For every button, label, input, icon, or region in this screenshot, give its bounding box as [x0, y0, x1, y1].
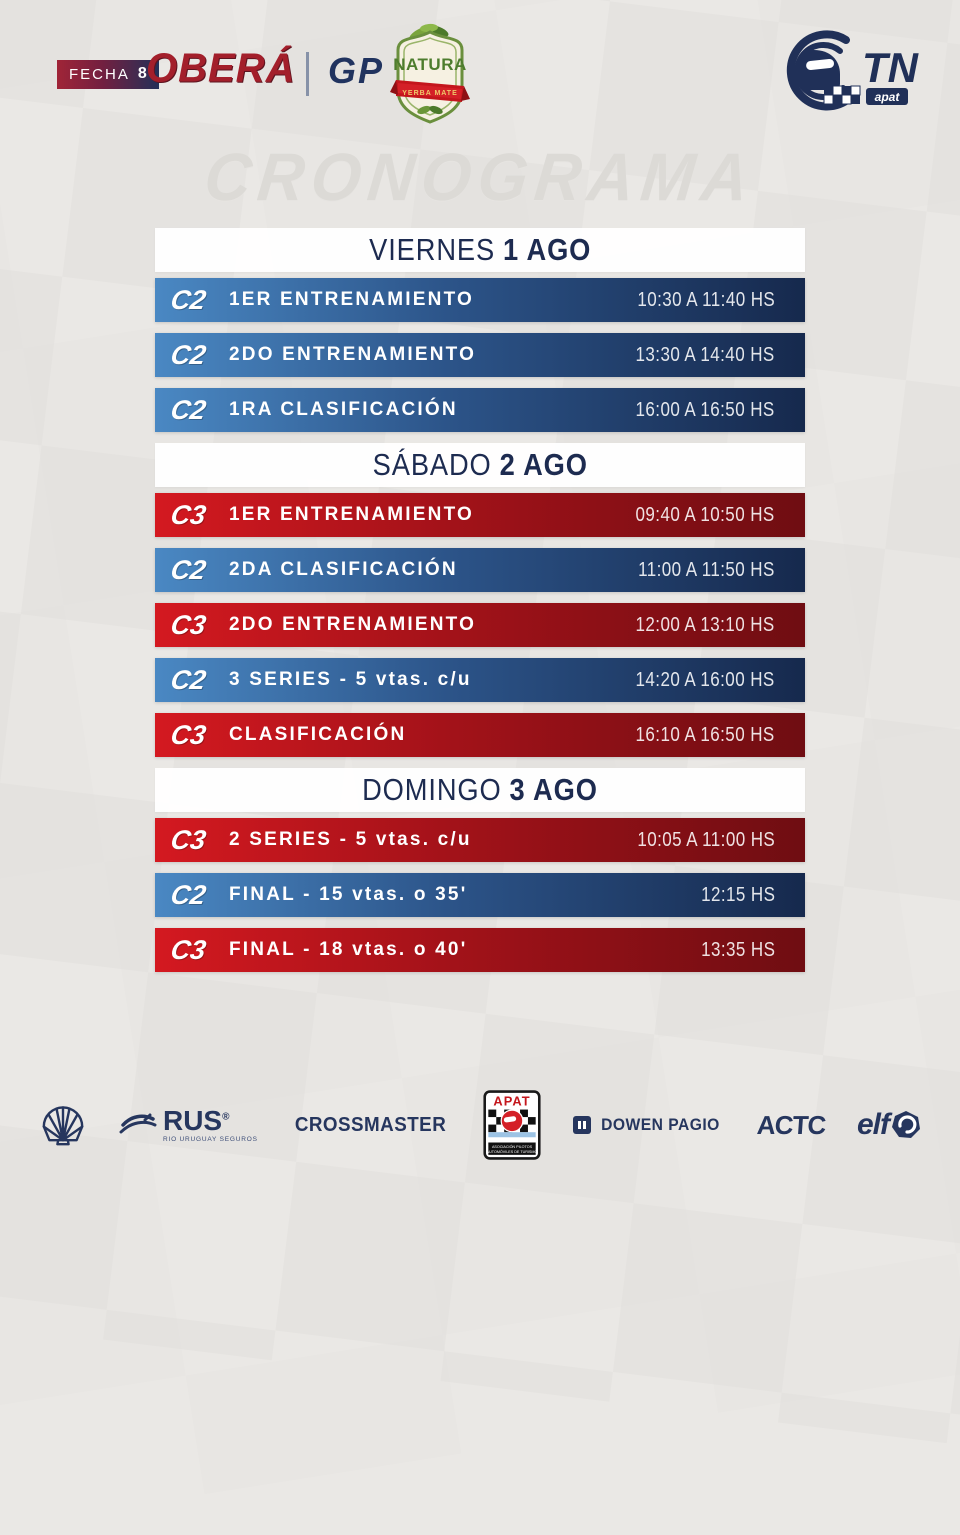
schedule-row: C2 FINAL - 15 vtas. o 35' 12:15 HS: [155, 873, 805, 917]
gp-label: GP: [328, 50, 385, 91]
class-c3-logo: C3: [168, 824, 209, 855]
actc-logo: ACTC: [755, 1109, 827, 1140]
elf-logo: elf: [857, 1108, 921, 1142]
schedule-row: C2 3 SERIES - 5 vtas. c/u 14:20 A 16:00 …: [155, 658, 805, 702]
schedule-row: C2 1ER ENTRENAMIENTO 10:30 A 11:40 HS: [155, 278, 805, 322]
schedule-row: C3 FINAL - 18 vtas. o 40' 13:35 HS: [155, 928, 805, 972]
apat-sub1: ASOCIACIÓN PILOTOS: [492, 1144, 533, 1149]
class-c2-logo: C2: [168, 879, 209, 910]
day-header: DOMINGO 3 AGO: [155, 768, 805, 812]
session-title: 1RA CLASIFICACIÓN: [229, 399, 458, 420]
session-time: 10:30 A 11:40 HS: [637, 288, 775, 311]
natura-logo: NATURA YERBA MATE: [388, 22, 472, 131]
session-title: CLASIFICACIÓN: [229, 724, 407, 745]
schedule-row: C3 1ER ENTRENAMIENTO 09:40 A 10:50 HS: [155, 493, 805, 537]
dowen-pagio-logo: DOWEN PAGIO: [572, 1115, 725, 1135]
fecha-label: FECHA: [69, 65, 130, 83]
schedule-row: C2 2DA CLASIFICACIÓN 11:00 A 11:50 HS: [155, 548, 805, 592]
apat-sub2: AUTOMÓVILES DE TURISMO: [487, 1149, 538, 1154]
session-time: 13:35 HS: [700, 938, 775, 961]
day-section: SÁBADO 2 AGO C3 1ER ENTRENAMIENTO 09:40 …: [155, 443, 805, 757]
class-c2-logo: C2: [168, 284, 209, 315]
elf-name: elf: [856, 1108, 890, 1141]
schedule-row: C3 CLASIFICACIÓN 16:10 A 16:50 HS: [155, 713, 805, 757]
session-time: 13:30 A 14:40 HS: [635, 343, 775, 366]
class-c3-logo: C3: [168, 609, 209, 640]
session-title: 2 SERIES - 5 vtas. c/u: [229, 829, 472, 850]
header-divider: [306, 52, 309, 96]
day-header: VIERNES 1 AGO: [155, 228, 805, 272]
schedule-row: C3 2DO ENTRENAMIENTO 12:00 A 13:10 HS: [155, 603, 805, 647]
class-c3-logo: C3: [168, 934, 209, 965]
poster-header: FECHA 8 OBERÁ GP NATURA YERBA MATE: [0, 0, 960, 140]
class-c2-logo: C2: [168, 394, 209, 425]
natura-name: NATURA: [393, 55, 467, 74]
session-title: 2DO ENTRENAMIENTO: [229, 344, 477, 365]
session-time: 11:00 A 11:50 HS: [638, 558, 775, 581]
class-c2-logo: C2: [168, 339, 209, 370]
day-section: DOMINGO 3 AGO C3 2 SERIES - 5 vtas. c/u …: [155, 768, 805, 972]
session-title: 3 SERIES - 5 vtas. c/u: [229, 669, 472, 690]
session-time: 16:10 A 16:50 HS: [635, 723, 775, 746]
class-c3-logo: C3: [168, 499, 209, 530]
tn-text: TN: [862, 44, 920, 91]
class-c3-logo: C3: [168, 719, 209, 750]
day-header: SÁBADO 2 AGO: [155, 443, 805, 487]
tn-apat-logo: TN apat: [770, 30, 920, 121]
session-time: 12:15 HS: [700, 883, 775, 906]
session-time: 14:20 A 16:00 HS: [635, 668, 775, 691]
apat-checker: [488, 1109, 536, 1133]
session-title: FINAL - 18 vtas. o 40': [229, 939, 468, 960]
fecha-number: 8: [137, 65, 147, 82]
session-title: 2DO ENTRENAMIENTO: [229, 614, 477, 635]
dowen-pagio-name: DOWEN PAGIO: [601, 1115, 720, 1134]
session-time: 16:00 A 16:50 HS: [635, 398, 775, 421]
day-date: 2 AGO: [499, 447, 588, 482]
session-title: FINAL - 15 vtas. o 35': [229, 884, 468, 905]
schedule: VIERNES 1 AGO C2 1ER ENTRENAMIENTO 10:30…: [155, 228, 805, 983]
rus-subtitle: RIO URUGUAY SEGUROS: [162, 1135, 258, 1143]
day-date: 1 AGO: [502, 232, 592, 267]
class-c2-logo: C2: [168, 554, 209, 585]
day-name: VIERNES: [368, 232, 495, 267]
session-time: 10:05 A 11:00 HS: [637, 828, 775, 851]
apat-text: apat: [875, 90, 901, 104]
session-title: 1ER ENTRENAMIENTO: [229, 289, 475, 310]
sponsor-footer: RUS® RIO URUGUAY SEGUROS CROSSMASTER APA…: [0, 1080, 960, 1170]
schedule-row: C2 1RA CLASIFICACIÓN 16:00 A 16:50 HS: [155, 388, 805, 432]
session-title: 2DA CLASIFICACIÓN: [229, 559, 458, 580]
shell-logo: [39, 1102, 87, 1148]
checkered-flag-icon: [823, 85, 861, 105]
natura-sub: YERBA MATE: [402, 90, 458, 97]
rus-logo: RUS® RIO URUGUAY SEGUROS: [119, 1104, 258, 1144]
apat-logo: APAT ASOCIACIÓN PILOTOS AUTOMÓVILES DE T…: [483, 1090, 541, 1160]
elf-mark-icon: [892, 1111, 920, 1138]
session-time: 09:40 A 10:50 HS: [635, 503, 775, 526]
schedule-row: C3 2 SERIES - 5 vtas. c/u 10:05 A 11:00 …: [155, 818, 805, 862]
class-c2-logo: C2: [168, 664, 209, 695]
day-date: 3 AGO: [509, 772, 598, 807]
crossmaster-logo: CROSSMASTER: [294, 1113, 447, 1136]
session-time: 12:00 A 13:10 HS: [635, 613, 775, 636]
dowen-pagio-icon: [572, 1116, 591, 1134]
event-name: OBERÁ: [146, 45, 296, 91]
schedule-row: C2 2DO ENTRENAMIENTO 13:30 A 14:40 HS: [155, 333, 805, 377]
day-name: SÁBADO: [372, 447, 492, 482]
session-title: 1ER ENTRENAMIENTO: [229, 504, 475, 525]
apat-name: APAT: [493, 1093, 530, 1108]
registered-mark: ®: [222, 1111, 230, 1123]
day-section: VIERNES 1 AGO C2 1ER ENTRENAMIENTO 10:30…: [155, 228, 805, 432]
cronograma-watermark: CRONOGRAMA: [201, 139, 759, 215]
rus-name: RUS®: [162, 1104, 230, 1136]
day-name: DOMINGO: [362, 772, 502, 807]
fecha-badge: FECHA 8: [57, 60, 159, 89]
